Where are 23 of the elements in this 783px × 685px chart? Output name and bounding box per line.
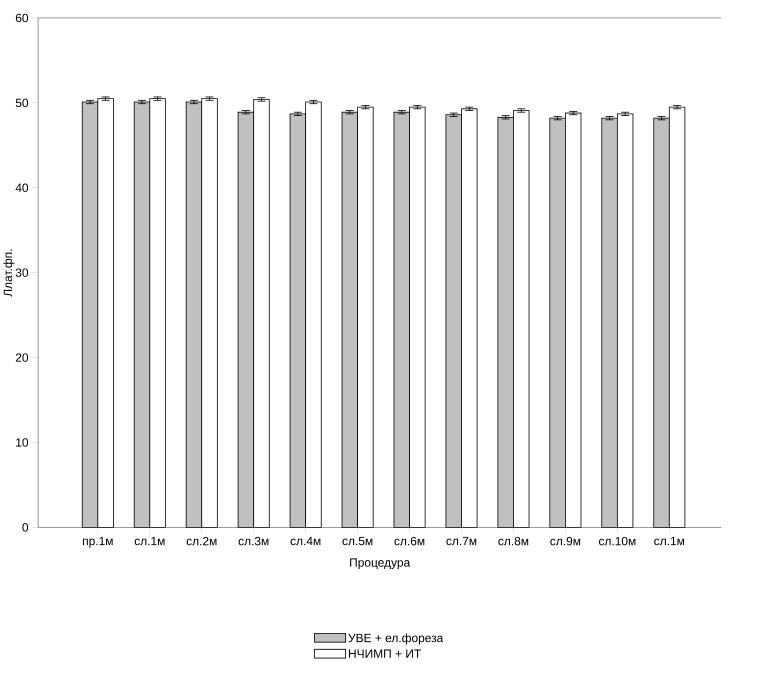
x-tick-label: сл.1м: [654, 536, 684, 546]
legend-label: НЧИМП + ИТ: [349, 649, 421, 658]
x-tick-label: сл.7м: [446, 536, 476, 546]
x-tick-label: сл.4м: [290, 536, 320, 546]
x-tick-label: пр.1м: [83, 536, 113, 548]
y-tick-label: 10: [16, 438, 28, 447]
x-tick-label: сл.9м: [550, 536, 580, 546]
x-tick-label: сл.2м: [186, 536, 216, 546]
y-tick-label: 20: [16, 353, 28, 362]
y-tick-label: 30: [16, 268, 28, 277]
x-tick-label: сл.3м: [238, 536, 268, 546]
y-tick-label: 0: [22, 523, 28, 532]
y-tick-label: 50: [16, 98, 28, 108]
x-tick-label: сл.6м: [394, 536, 424, 546]
x-tick-label: сл.1м: [134, 536, 164, 546]
x-axis-title: Процедура: [350, 558, 410, 570]
y-tick-label: 40: [16, 183, 28, 192]
y-axis-title: Ллат.фп.: [3, 250, 14, 297]
x-tick-label: сл.10м: [598, 536, 636, 546]
legend-label: УВЕ + ел.фореза: [348, 633, 444, 644]
x-tick-label: сл.8м: [498, 536, 528, 546]
x-tick-label: сл.5м: [342, 536, 372, 546]
y-tick-label: 60: [16, 14, 28, 22]
